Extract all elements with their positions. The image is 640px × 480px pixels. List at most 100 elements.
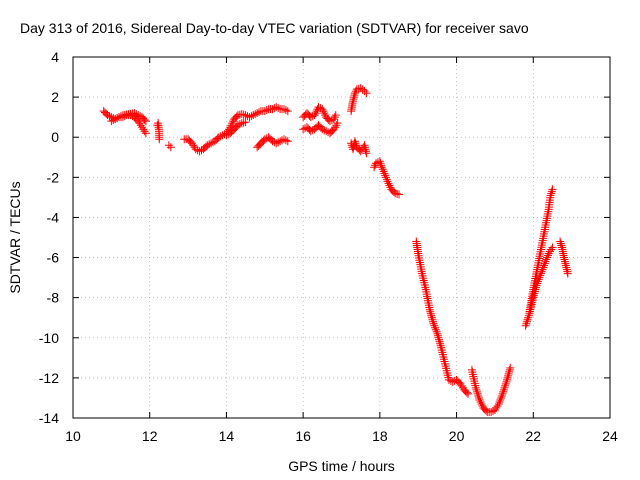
data-point	[205, 140, 214, 149]
y-tick-label: 4	[51, 49, 59, 65]
y-tick-label: -8	[47, 290, 60, 306]
data-point	[557, 241, 566, 250]
data-point	[506, 363, 515, 372]
x-axis-label: GPS time / hours	[288, 458, 395, 474]
y-tick-label: -12	[39, 370, 59, 386]
data-point	[109, 116, 118, 125]
data-point	[431, 323, 440, 332]
data-point	[116, 112, 125, 121]
data-point	[237, 119, 246, 128]
data-point	[487, 407, 496, 416]
data-point	[331, 123, 340, 132]
data-point	[522, 317, 531, 326]
data-point	[377, 161, 386, 170]
data-point	[436, 339, 445, 348]
x-tick-label: 18	[372, 428, 388, 444]
data-point	[473, 387, 482, 396]
data-point	[255, 108, 264, 117]
data-point	[299, 125, 308, 134]
data-point	[395, 190, 404, 199]
data-point	[141, 117, 150, 126]
data-points	[99, 84, 572, 416]
data-point	[548, 185, 557, 194]
data-point	[430, 321, 439, 330]
data-point	[233, 121, 242, 130]
data-point	[481, 406, 490, 415]
data-point	[556, 237, 565, 246]
data-point	[332, 121, 341, 130]
plot-frame	[72, 56, 611, 419]
data-point	[437, 346, 446, 355]
data-point	[438, 350, 447, 359]
data-point	[543, 253, 552, 262]
data-point	[418, 271, 427, 280]
data-point	[456, 379, 465, 388]
data-point	[249, 111, 258, 120]
data-point	[497, 393, 506, 402]
data-point	[426, 309, 435, 318]
data-point	[276, 137, 285, 146]
data-point	[444, 375, 453, 384]
data-point	[329, 115, 338, 124]
data-point	[251, 110, 260, 119]
data-point	[502, 375, 511, 384]
data-point	[462, 388, 471, 397]
data-point	[245, 113, 254, 122]
data-point	[189, 141, 198, 150]
data-point	[350, 137, 359, 146]
data-point	[111, 115, 120, 124]
data-point	[477, 399, 486, 408]
x-tick-label: 22	[525, 428, 541, 444]
data-point	[314, 103, 323, 112]
y-tick-label: -10	[39, 330, 59, 346]
data-point	[320, 109, 329, 118]
data-point	[547, 245, 556, 254]
data-point	[107, 117, 116, 126]
data-point	[547, 187, 556, 196]
data-point	[498, 389, 507, 398]
data-point	[237, 110, 246, 119]
data-point	[281, 106, 290, 115]
data-point	[384, 179, 393, 188]
data-point	[391, 189, 400, 198]
data-point	[187, 139, 196, 148]
data-point	[432, 327, 441, 336]
data-point	[546, 191, 555, 200]
data-point	[474, 391, 483, 400]
data-point	[306, 127, 315, 136]
data-point	[227, 121, 236, 130]
data-point	[439, 355, 448, 364]
data-point	[132, 110, 141, 119]
data-point	[214, 133, 223, 142]
data-point	[239, 110, 248, 119]
data-point	[541, 257, 550, 266]
data-point	[522, 319, 531, 328]
data-point	[524, 311, 533, 320]
data-point	[318, 125, 327, 134]
data-point	[222, 131, 231, 140]
data-point	[331, 111, 340, 120]
data-point	[195, 147, 204, 156]
data-point	[429, 317, 438, 326]
data-point	[503, 373, 512, 382]
data-point	[385, 181, 394, 190]
data-point	[351, 139, 360, 148]
data-point	[448, 377, 457, 386]
data-point	[523, 315, 532, 324]
y-axis-label: SDTVAR / TECUs	[7, 181, 23, 293]
data-point	[433, 329, 442, 338]
x-tick-label: 10	[65, 428, 81, 444]
data-point	[283, 107, 292, 116]
x-tick-label: 14	[219, 428, 235, 444]
data-point	[426, 307, 435, 316]
y-tick-label: 2	[51, 89, 59, 105]
data-point	[435, 335, 444, 344]
data-point	[393, 189, 402, 198]
data-point	[325, 117, 334, 126]
data-point	[501, 381, 510, 390]
data-point	[262, 106, 271, 115]
data-point	[496, 395, 505, 404]
data-point	[441, 359, 450, 368]
data-point	[322, 127, 331, 136]
data-point	[442, 364, 451, 373]
